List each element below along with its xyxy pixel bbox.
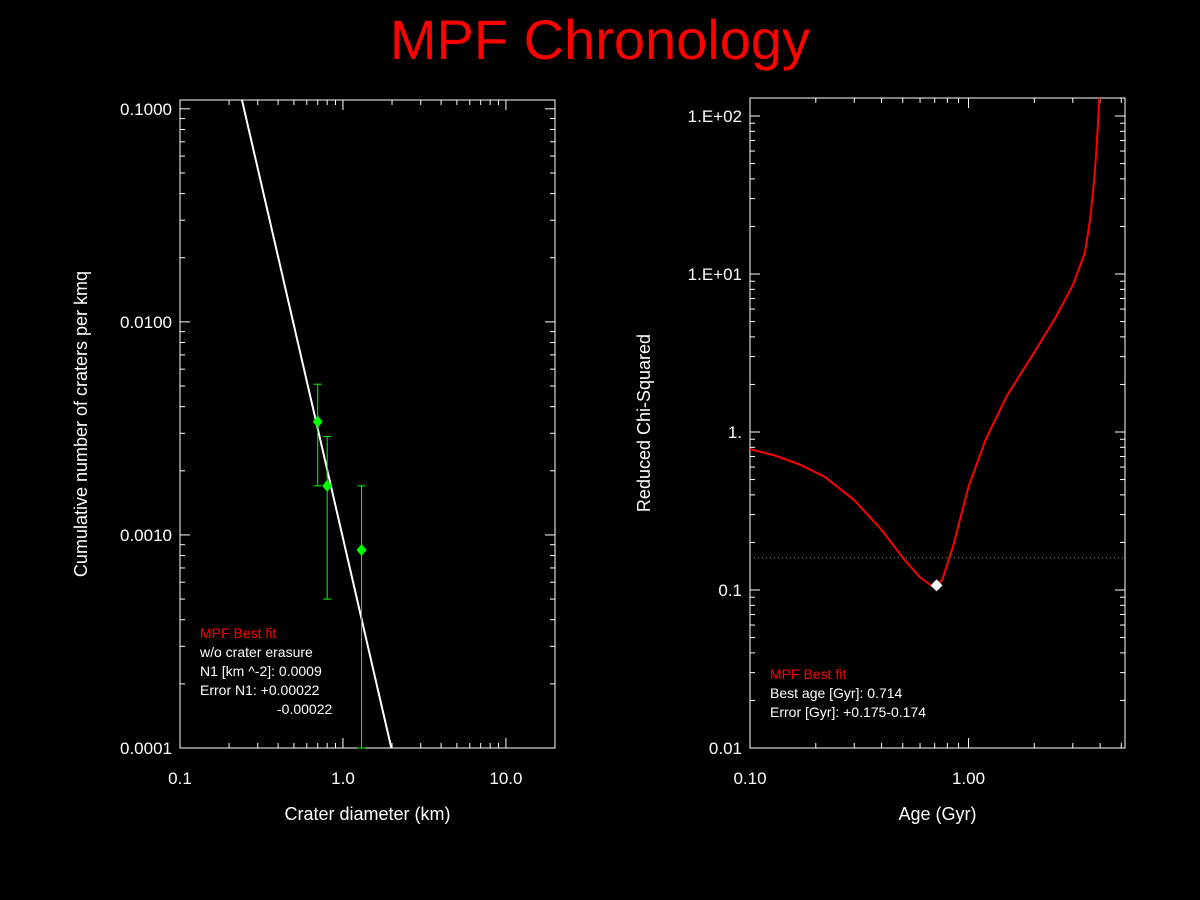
axis-ticks <box>749 98 1125 749</box>
x-tick-label: 10.0 <box>489 769 522 788</box>
plot-frame <box>749 97 1126 749</box>
legend-line: Error [Gyr]: +0.175-0.174 <box>770 704 926 720</box>
best-age-marker <box>930 579 943 592</box>
chi-squared-curve <box>750 98 1101 587</box>
x-tick-label: 0.10 <box>733 769 766 788</box>
legend-line: Error N1: +0.00022 <box>200 682 320 698</box>
x-tick-label: 0.1 <box>168 769 192 788</box>
data-point <box>322 479 333 492</box>
y-tick-label: 1.E+01 <box>688 265 742 284</box>
legend-line: MPF Best fit <box>770 666 846 682</box>
x-tick-label: 1.00 <box>952 769 985 788</box>
series-group <box>240 100 393 749</box>
x-axis-label: Crater diameter (km) <box>284 804 450 824</box>
y-axis-label: Cumulative number of craters per kmq <box>71 271 91 577</box>
data-point <box>356 543 367 556</box>
tick-labels: 0.1 1.0 10.0 0.0001 0.0010 0.0100 0.1000 <box>120 100 522 788</box>
crater-size-frequency-panel: 0.1 1.0 10.0 0.0001 0.0010 0.0100 0.1000 Crate… <box>71 99 556 824</box>
chi-squared-panel: 0.10 1.000.010.11.1.E+011.E+02 Age (Gyr) … <box>634 97 1126 824</box>
y-tick-label: 0.0001 <box>120 739 172 758</box>
y-tick-label: 0.1000 <box>120 100 172 119</box>
x-axis-label: Age (Gyr) <box>898 804 976 824</box>
y-tick-label: 0.0100 <box>120 313 172 332</box>
legend-line: MPF Best fit <box>200 625 276 641</box>
y-tick-label: 1.E+02 <box>688 107 742 126</box>
y-tick-label: 0.1 <box>718 581 742 600</box>
legend: MPF Best fit w/o crater erasure N1 [km ^-2… <box>199 625 332 717</box>
y-tick-label: 0.0010 <box>120 526 172 545</box>
y-tick-label: 0.01 <box>709 739 742 758</box>
legend-line: N1 [km ^-2]: 0.0009 <box>200 663 322 679</box>
series-group <box>750 98 1125 592</box>
page-title: MPF Chronology <box>389 8 811 71</box>
legend-line: -0.00022 <box>277 701 332 717</box>
legend: MPF Best fit Best age [Gyr]: 0.714 Error [… <box>770 666 926 720</box>
tick-labels: 0.10 1.00 0.01 0.1 1. 1.E+01 1.E+02 <box>688 107 985 788</box>
data-point <box>312 415 323 428</box>
y-tick-label: 1. <box>728 423 742 442</box>
y-axis-label: Reduced Chi-Squared <box>634 334 654 512</box>
x-tick-label: 1.0 <box>331 769 355 788</box>
plot-frame <box>179 99 556 749</box>
legend-line: w/o crater erasure <box>199 644 313 660</box>
legend-line: Best age [Gyr]: 0.714 <box>770 685 903 701</box>
axis-ticks <box>179 100 556 749</box>
